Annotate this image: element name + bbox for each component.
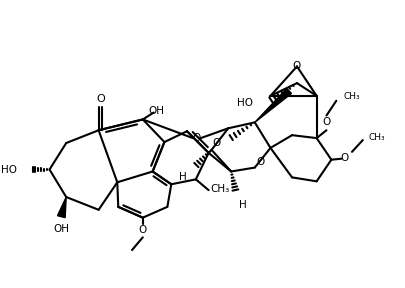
Text: O: O xyxy=(212,138,220,148)
Text: CH₃: CH₃ xyxy=(368,133,384,142)
Text: O: O xyxy=(256,157,264,167)
Polygon shape xyxy=(254,88,291,122)
Text: O: O xyxy=(339,153,347,163)
Text: CH₃: CH₃ xyxy=(342,92,359,101)
Text: H: H xyxy=(239,200,246,210)
Text: O: O xyxy=(292,61,301,71)
Text: H: H xyxy=(179,173,187,182)
Text: CH₃: CH₃ xyxy=(210,184,229,194)
Text: O: O xyxy=(96,94,105,104)
Text: O: O xyxy=(192,133,200,143)
Text: OH: OH xyxy=(53,224,69,234)
Text: O: O xyxy=(322,118,330,127)
Text: O: O xyxy=(139,226,147,235)
Text: OH: OH xyxy=(148,106,164,115)
Text: HO: HO xyxy=(236,98,252,108)
Polygon shape xyxy=(58,197,66,218)
Text: HO: HO xyxy=(1,164,17,175)
